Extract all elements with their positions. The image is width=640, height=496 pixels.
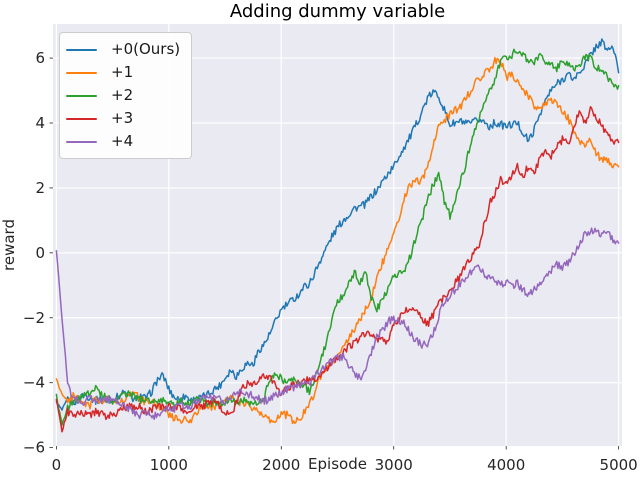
- legend-item: +3: [66, 107, 183, 130]
- y-tick-label-0: 0: [35, 244, 45, 262]
- series-line-+0(Ours): [55, 38, 620, 411]
- y-tick-label-2: 2: [35, 179, 45, 197]
- x-tick-label-2000: 2000: [262, 456, 300, 474]
- x-tick-label-5000: 5000: [600, 456, 638, 474]
- legend-line-sample: [66, 94, 97, 97]
- y-tick-label-4: 4: [35, 114, 45, 132]
- legend-label: +4: [111, 132, 134, 150]
- x-tick-label-3000: 3000: [375, 456, 413, 474]
- legend-line-sample: [66, 48, 97, 51]
- x-axis-label: Episode: [308, 455, 367, 473]
- legend-label: +3: [111, 109, 134, 127]
- y-axis-label: reward: [0, 219, 18, 271]
- legend-item: +2: [66, 84, 183, 107]
- legend: +0(Ours) +1 +2 +3 +4: [59, 32, 192, 159]
- x-tick-label-1000: 1000: [150, 456, 188, 474]
- y-tick-label--6: −6: [23, 439, 45, 457]
- legend-line-sample: [66, 140, 97, 143]
- legend-label: +1: [111, 63, 134, 81]
- x-tick-label-0: 0: [52, 456, 62, 474]
- legend-label: +0(Ours): [111, 40, 181, 58]
- y-tick-label-6: 6: [35, 49, 45, 67]
- y-tick-label--2: −2: [23, 309, 45, 327]
- series-line-+4: [55, 227, 620, 421]
- series-line-+2: [55, 48, 620, 426]
- legend-line-sample: [66, 117, 97, 120]
- legend-label: +2: [111, 86, 134, 104]
- legend-item: +0(Ours): [66, 38, 183, 61]
- series-line-+3: [55, 105, 620, 433]
- x-tick-label-4000: 4000: [487, 456, 525, 474]
- legend-item: +1: [66, 61, 183, 84]
- legend-line-sample: [66, 71, 97, 74]
- chart-title: Adding dummy variable: [229, 1, 446, 22]
- y-tick-label--4: −4: [23, 374, 45, 392]
- legend-item: +4: [66, 130, 183, 153]
